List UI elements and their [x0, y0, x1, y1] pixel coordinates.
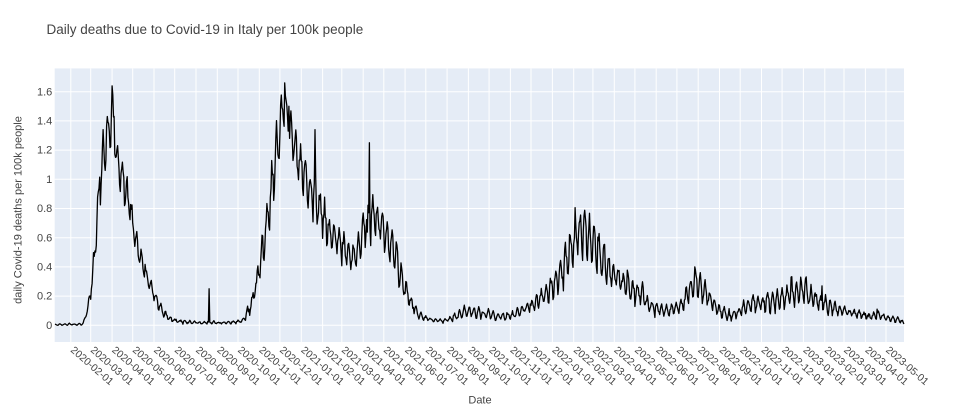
svg-text:1: 1 — [46, 174, 52, 186]
svg-text:0.4: 0.4 — [37, 262, 52, 274]
svg-text:Date: Date — [468, 395, 491, 407]
svg-text:0: 0 — [46, 320, 52, 332]
svg-text:1.6: 1.6 — [37, 86, 52, 98]
svg-text:daily Covid-19 deaths per 100k: daily Covid-19 deaths per 100k people — [13, 116, 25, 304]
svg-text:Daily deaths due to Covid-19 i: Daily deaths due to Covid-19 in Italy pe… — [47, 22, 364, 37]
svg-text:0.2: 0.2 — [37, 291, 52, 303]
svg-text:1.4: 1.4 — [37, 116, 52, 128]
svg-text:1.2: 1.2 — [37, 145, 52, 157]
svg-text:0.6: 0.6 — [37, 232, 52, 244]
svg-text:0.8: 0.8 — [37, 203, 52, 215]
